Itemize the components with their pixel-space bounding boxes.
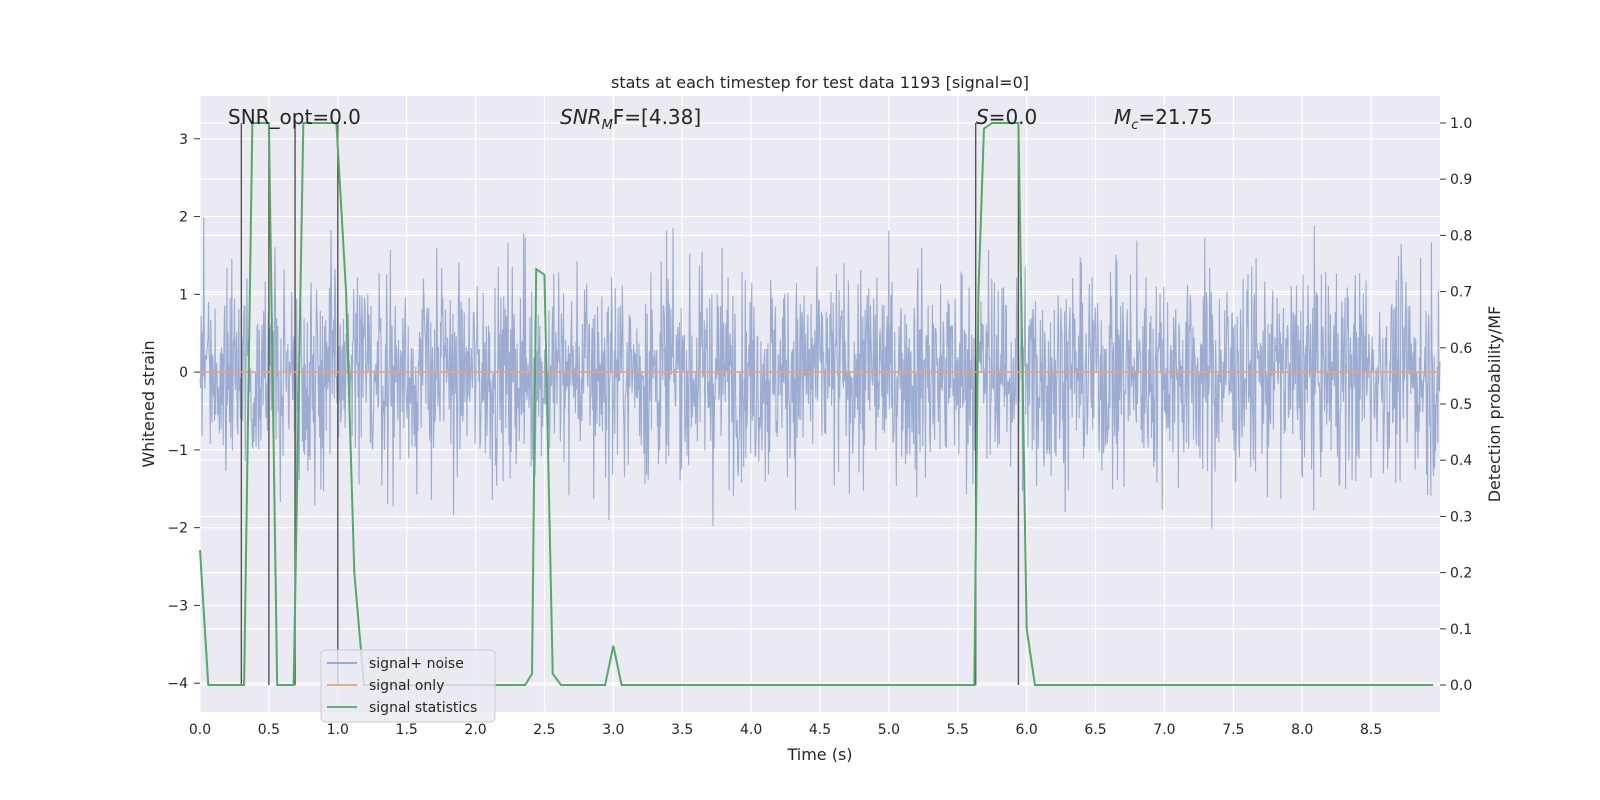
y-right-tick-label: 0.3 [1450, 509, 1472, 525]
y-tick-label: −1 [167, 443, 188, 459]
x-tick-label: 0.0 [189, 722, 211, 738]
y-right-tick-label: 1.0 [1450, 116, 1472, 132]
legend-label-noise: signal+ noise [369, 656, 464, 672]
y-right-tick-label: 0.7 [1450, 285, 1472, 301]
y-tick-label: 0 [179, 365, 188, 381]
x-tick-label: 6.5 [1084, 722, 1106, 738]
x-tick-label: 0.5 [258, 722, 280, 738]
legend-label-statistics: signal statistics [369, 700, 477, 716]
x-tick-label: 5.0 [878, 722, 900, 738]
x-tick-label: 7.5 [1222, 722, 1244, 738]
y-tick-label: 2 [179, 210, 188, 226]
x-tick-label: 7.0 [1153, 722, 1175, 738]
y-right-tick-label: 0.6 [1450, 341, 1472, 357]
annotation-snr-opt: SNR_opt=0.0 [228, 105, 361, 129]
y-right-axis-label: Detection probability/MF [1485, 306, 1504, 503]
x-tick-label: 2.5 [533, 722, 555, 738]
legend: signal+ noise signal only signal statist… [320, 649, 496, 723]
y-right-tick-label: 0.4 [1450, 453, 1472, 469]
y-right-tick-label: 0.8 [1450, 228, 1472, 244]
y-right-tick-label: 0.9 [1450, 172, 1472, 188]
y-right-tick-label: 0.2 [1450, 566, 1472, 582]
x-tick-label: 3.5 [671, 722, 693, 738]
annotation-snr-mf: SNRMF=[4.38] [560, 105, 701, 133]
y-right-tick-label: 0.5 [1450, 397, 1472, 413]
chart-title: stats at each timestep for test data 119… [611, 73, 1029, 92]
y-axis-label: Whitened strain [139, 340, 158, 467]
x-tick-label: 4.0 [740, 722, 762, 738]
line-series [199, 121, 1440, 687]
annotation-mc: Mc=21.75 [1114, 105, 1212, 133]
x-tick-label: 4.5 [809, 722, 831, 738]
x-tick-label: 6.0 [1016, 722, 1038, 738]
x-tick-label: 3.0 [602, 722, 624, 738]
x-tick-label: 1.5 [396, 722, 418, 738]
x-axis-label: Time (s) [786, 745, 852, 764]
y-tick-label: −3 [167, 598, 188, 614]
x-tick-label: 8.0 [1291, 722, 1313, 738]
x-tick-label: 2.0 [464, 722, 486, 738]
x-tick-label: 5.5 [947, 722, 969, 738]
legend-box [320, 649, 496, 723]
x-tick-label: 1.0 [327, 722, 349, 738]
y-tick-label: 1 [179, 287, 188, 303]
y-tick-label: 3 [179, 132, 188, 148]
signal-statistics-line [199, 121, 1434, 687]
y-right-tick-label: 0.1 [1450, 622, 1472, 638]
y-tick-label: −4 [167, 676, 188, 692]
tick-labels: 0.0 0.5 1.0 1.5 2.0 2.5 3.0 3.5 4.0 4.5 5.0 5.5 6.0 6… [167, 116, 1472, 738]
x-tick-label: 8.5 [1360, 722, 1382, 738]
y-tick-label: −2 [167, 521, 188, 537]
y-right-tick-label: 0.0 [1450, 678, 1472, 694]
legend-label-signal: signal only [369, 678, 444, 694]
signal-noise-series [199, 217, 1441, 529]
annotation-s: S=0.0 [976, 105, 1037, 129]
noise-line [199, 217, 1441, 529]
